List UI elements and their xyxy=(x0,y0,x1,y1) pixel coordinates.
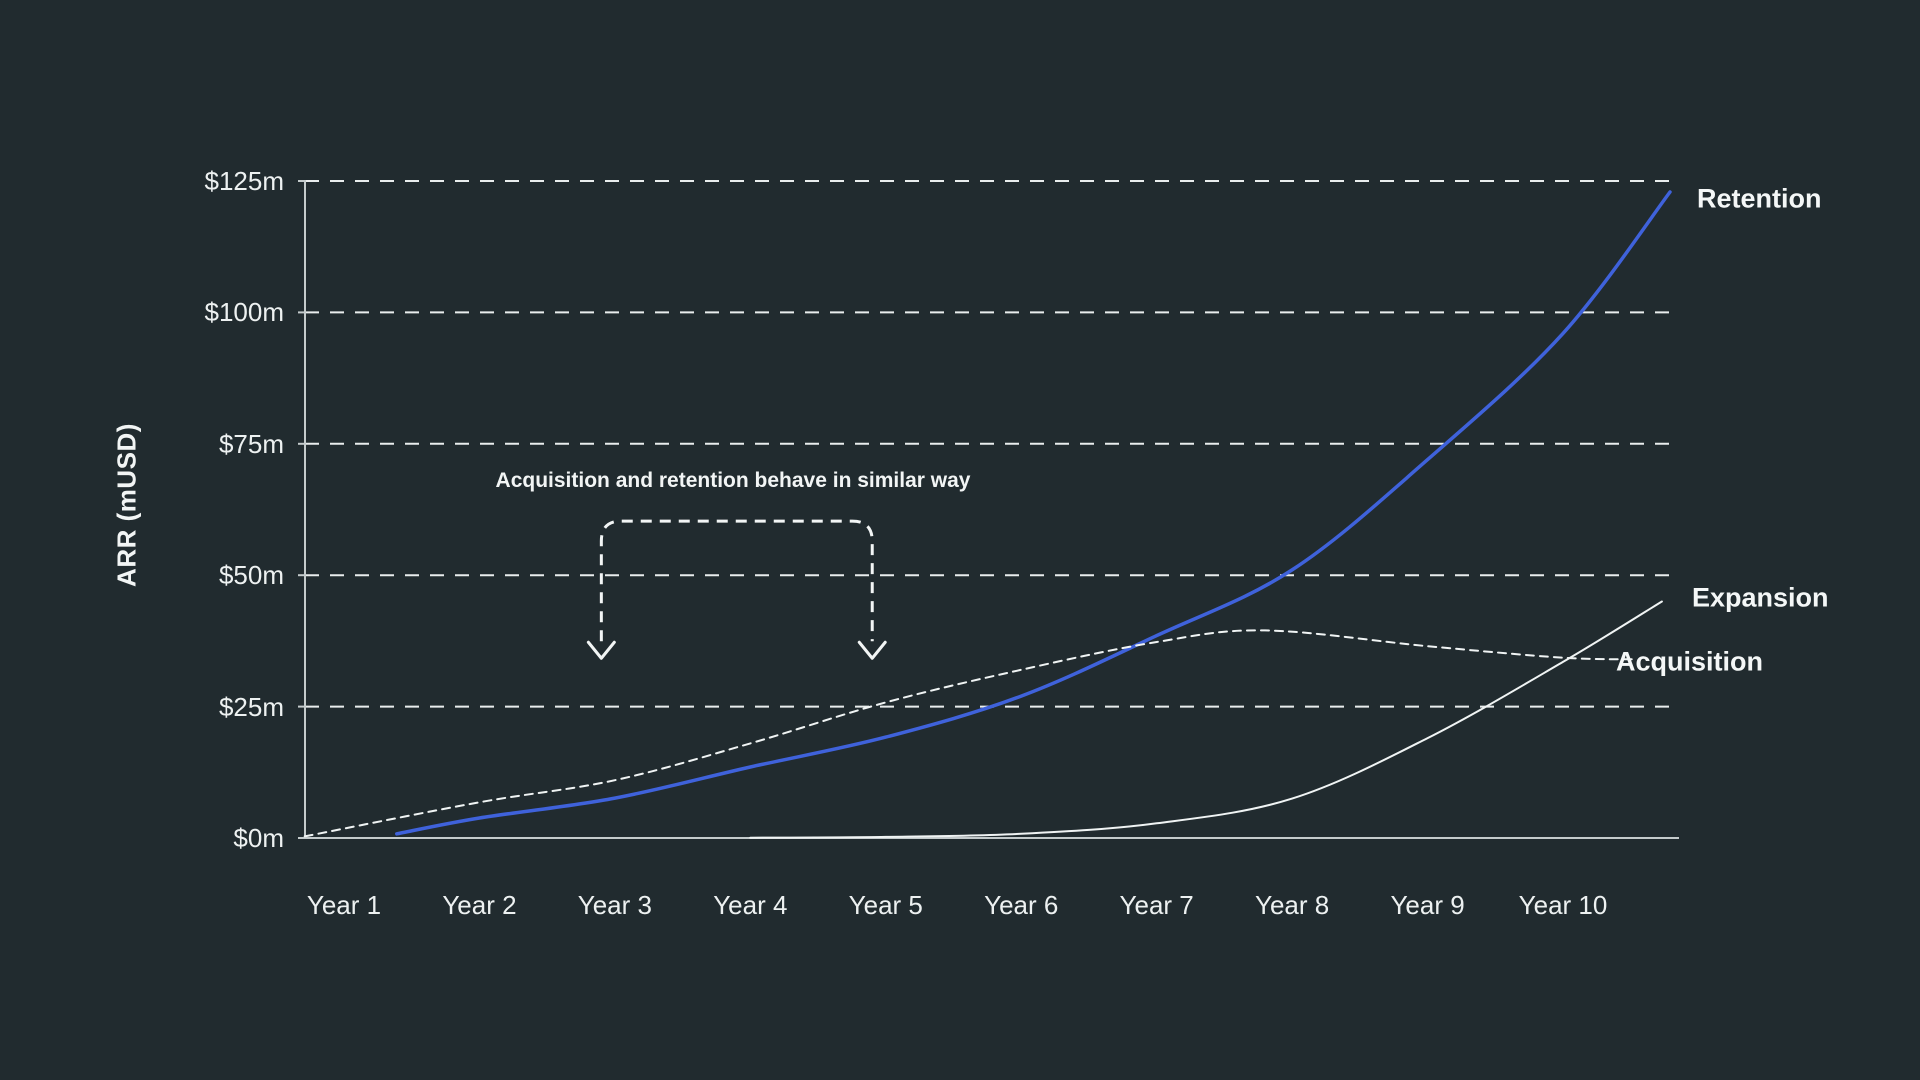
annotation-text: Acquisition and retention behave in simi… xyxy=(495,469,971,492)
x-tick-label: Year 6 xyxy=(984,890,1059,920)
curve-acquisition xyxy=(303,629,1639,838)
y-tick-label: $75m xyxy=(218,428,284,459)
x-tick-label: Year 10 xyxy=(1518,890,1608,920)
curve-expansion xyxy=(749,600,1663,839)
series-label-expansion: Expansion xyxy=(1692,582,1829,613)
x-tick-label: Year 4 xyxy=(713,890,788,920)
x-tick-label: Year 9 xyxy=(1390,890,1465,920)
x-tick-label: Year 8 xyxy=(1255,890,1330,920)
x-tick-label: Year 1 xyxy=(306,890,382,920)
series-label-retention: Retention xyxy=(1697,183,1822,214)
y-tick-label: $125m xyxy=(204,166,285,196)
y-tick-label: $0m xyxy=(233,823,284,853)
x-tick-label: Year 2 xyxy=(442,890,517,920)
x-tick-label: Year 5 xyxy=(848,890,923,920)
y-tick-label: $25m xyxy=(218,691,284,722)
x-tick-label: Year 7 xyxy=(1119,890,1194,920)
curve-retention xyxy=(395,190,1672,836)
annotation-bracket xyxy=(599,519,874,642)
series-label-acquisition: Acquisition xyxy=(1616,646,1763,677)
down-arrow-icon xyxy=(586,640,616,660)
x-tick-label: Year 3 xyxy=(577,890,652,920)
y-tick-label: $50m xyxy=(218,560,284,591)
down-arrow-icon xyxy=(857,640,887,660)
y-tick-label: $100m xyxy=(204,297,285,328)
